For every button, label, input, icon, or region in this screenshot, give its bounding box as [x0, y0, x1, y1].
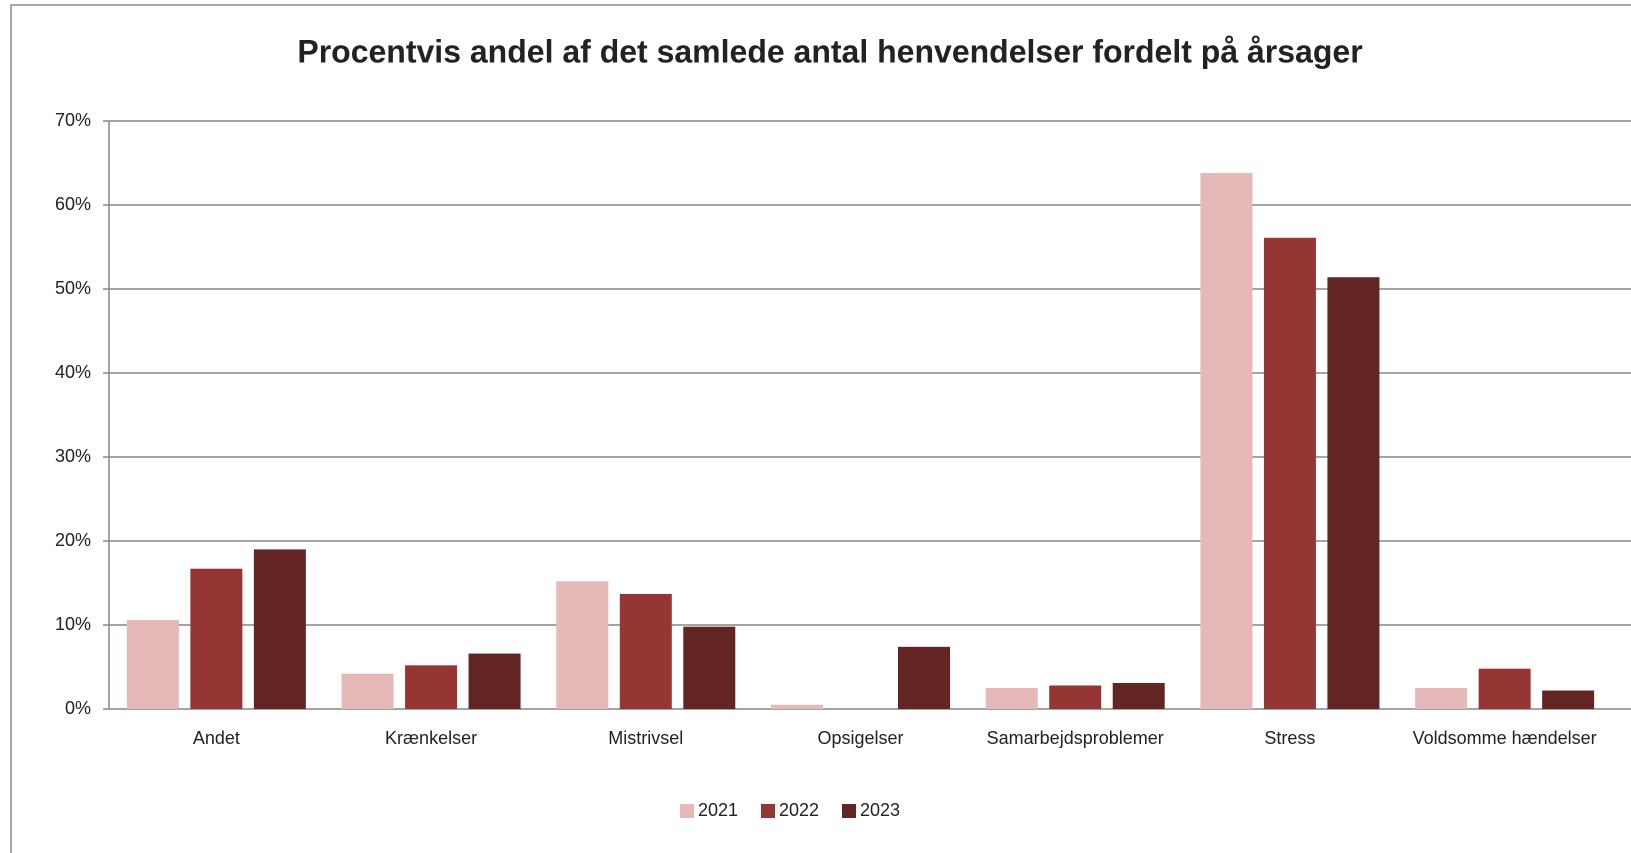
y-tick-label: 40%	[55, 362, 91, 382]
y-tick-label: 60%	[55, 194, 91, 214]
y-tick-label: 20%	[55, 530, 91, 550]
legend-label: 2023	[860, 800, 900, 820]
y-tick-label: 70%	[55, 110, 91, 130]
x-tick-label: Opsigelser	[817, 728, 903, 748]
y-tick-label: 10%	[55, 614, 91, 634]
legend-swatch	[761, 804, 775, 818]
y-tick-label: 0%	[65, 698, 91, 718]
legend-label: 2022	[779, 800, 819, 820]
bar	[1200, 173, 1253, 709]
y-tick-label: 30%	[55, 446, 91, 466]
bar	[683, 626, 736, 709]
bar	[1112, 682, 1165, 709]
legend-swatch	[680, 804, 694, 818]
chart-title: Procentvis andel af det samlede antal he…	[297, 33, 1362, 69]
bar	[1542, 690, 1595, 709]
x-tick-label: Mistrivsel	[608, 728, 683, 748]
x-tick-label: Samarbejdsproblemer	[987, 728, 1164, 748]
x-tick-label: Stress	[1264, 728, 1315, 748]
bar	[556, 581, 609, 709]
bar	[190, 568, 243, 709]
chart-frame	[10, 4, 1631, 853]
bar	[1415, 688, 1468, 709]
x-tick-label: Andet	[193, 728, 240, 748]
bar	[468, 653, 521, 709]
bar	[341, 673, 394, 709]
bar	[253, 549, 306, 709]
x-tick-label: Krænkelser	[385, 728, 477, 748]
bar	[985, 688, 1038, 709]
bar	[1263, 237, 1316, 709]
x-tick-label: Voldsomme hændelser	[1413, 728, 1597, 748]
bar	[1478, 668, 1531, 709]
bar	[1049, 685, 1102, 709]
bar	[619, 593, 672, 709]
bar	[126, 619, 179, 709]
y-tick-label: 50%	[55, 278, 91, 298]
legend-swatch	[842, 804, 856, 818]
bar	[405, 665, 458, 709]
bar	[1327, 277, 1380, 709]
bar	[898, 646, 950, 709]
bar	[771, 704, 823, 709]
legend-label: 2021	[698, 800, 738, 820]
